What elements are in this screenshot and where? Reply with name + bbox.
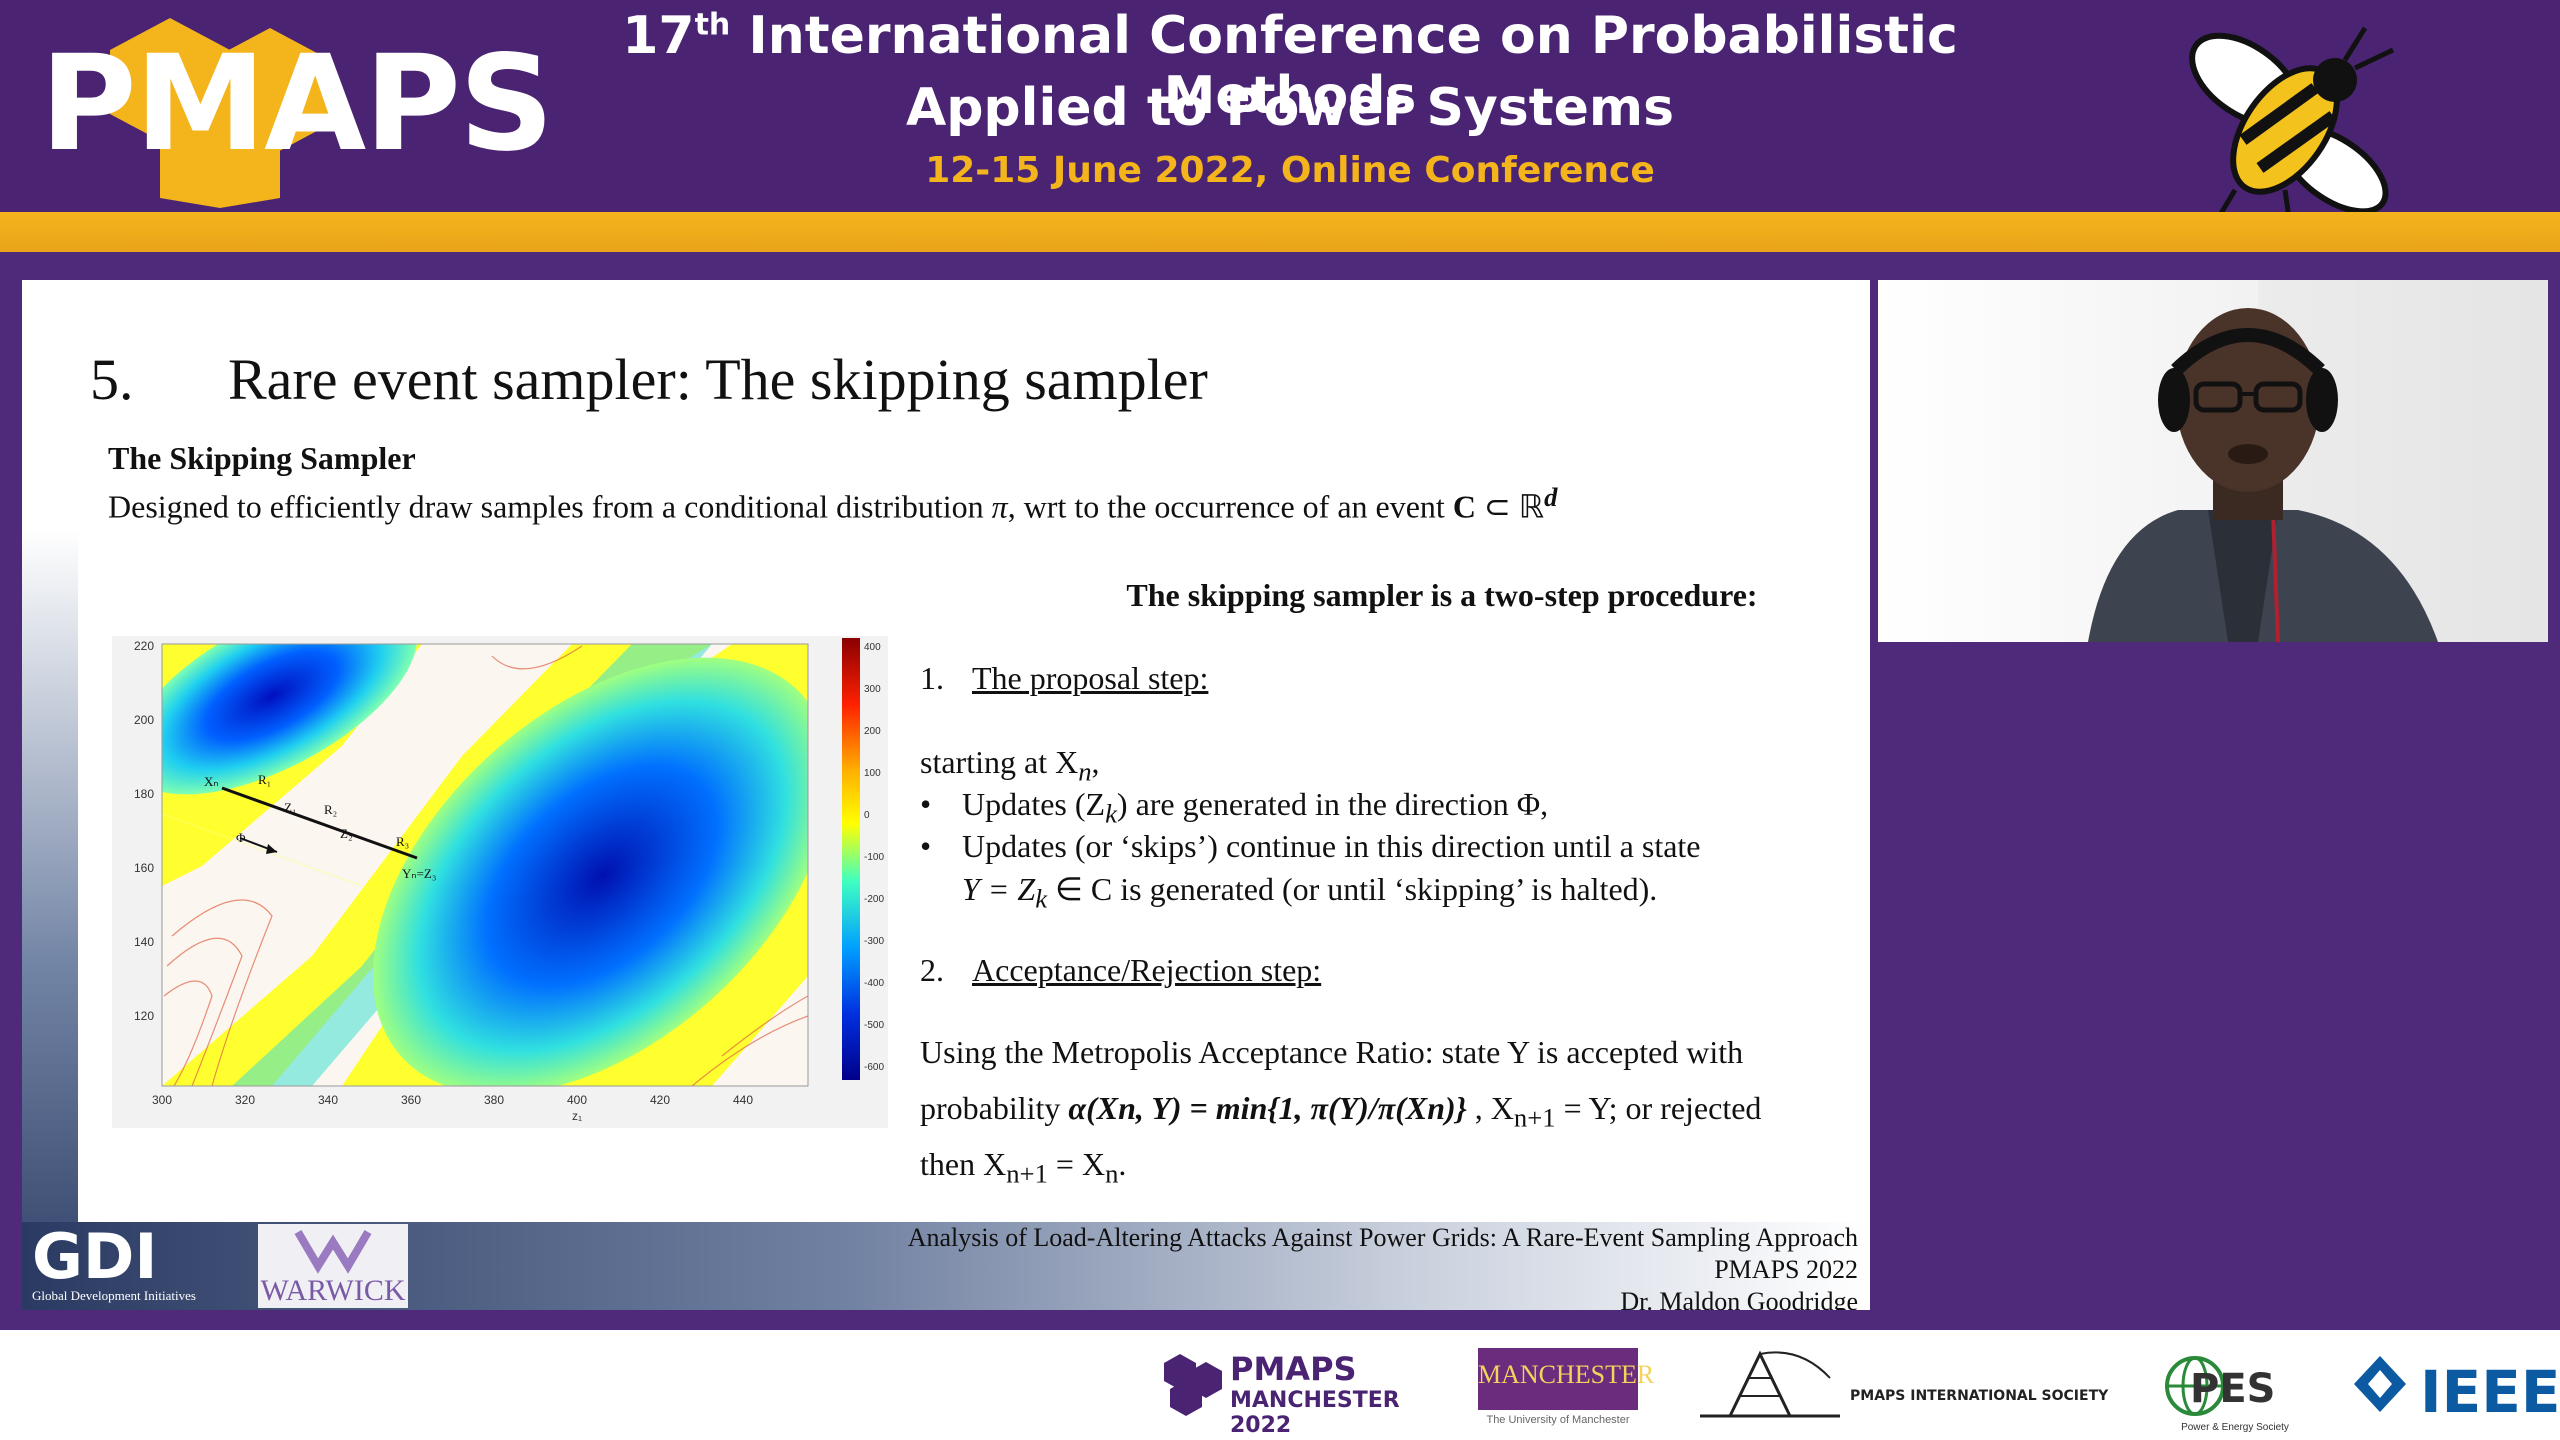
gdi-logo: GDI Global Development Initiatives [32,1226,262,1308]
colorbar-tick: -600 [864,1062,884,1073]
bullet-item-continuation: Y = Zk ∈ C is generated (or until ‘skipp… [962,871,1658,914]
y-tick: 200 [134,713,154,727]
skip-path-annotation: Xₙ R₁ Z₁ R₂ Z₂ R₃ Yₙ=Z₃ Φ [204,772,436,881]
speaker-person-icon [2088,280,2548,642]
warwick-crest-icon [294,1229,372,1274]
x-tick: 320 [235,1093,255,1107]
annotation-z1: Z₁ [284,800,296,815]
manchester-logo-text: MANCHESTER [1478,1360,1655,1389]
x-tick: 340 [318,1093,338,1107]
warwick-logo-text: WARWICK [260,1274,406,1307]
globe-icon [2165,1356,2225,1416]
annotation-r3: R₃ [396,834,409,849]
logo-text: PMAPS [40,27,554,181]
pmaps-society-text: PMAPS INTERNATIONAL SOCIETY [1850,1388,2109,1404]
colorbar-tick: 400 [864,642,881,653]
contour-plot-svg: Xₙ R₁ Z₁ R₂ Z₂ R₃ Yₙ=Z₃ Φ 220 200 180 16… [134,638,884,1123]
x-tick: 300 [152,1093,172,1107]
colorbar-tick: 300 [864,684,881,695]
colorbar-tick: -400 [864,978,884,989]
slide-title: 5. Rare event sampler: The skipping sampl… [90,347,1208,412]
colorbar [842,638,860,1080]
pmaps-manchester-subtitle: MANCHESTER 2022 [1230,1388,1400,1438]
y-tick: 160 [134,861,154,875]
annotation-yn: Yₙ=Z₃ [402,866,436,881]
manchester-logo-subtitle: The University of Manchester [1486,1414,1630,1426]
annotation-r2: R₂ [324,802,337,817]
acceptance-formula-line: probability α(Xn, Y) = min{1, π(Y)/π(Xn)… [920,1090,1762,1133]
acceptance-text-line3: then Xn+1 = Xn. [920,1146,1127,1189]
colorbar-tick: -100 [864,852,884,863]
sponsor-strip: PMAPS MANCHESTER 2022 MANCHESTER The Uni… [0,1330,2560,1440]
contour-plot: Xₙ R₁ Z₁ R₂ Z₂ R₃ Yₙ=Z₃ Φ 220 200 180 16… [112,636,888,1128]
y-tick: 220 [134,639,154,653]
y-tick: 140 [134,935,154,949]
pmaps-manchester-title: PMAPS [1230,1350,1357,1388]
conference-header: PMAPS 17th International Conference on P… [0,0,2560,247]
colorbar-tick: 0 [864,810,870,821]
x-axis-label: z₁ [572,1109,582,1123]
footer-speaker: Dr. Maldon Goodridge [1620,1287,1858,1310]
pmaps-logo: PMAPS [30,8,554,208]
x-tick: 420 [650,1093,670,1107]
annotation-phi: Φ [236,830,246,845]
sub-description: Designed to efficiently draw samples fro… [108,482,1558,525]
pylon-icon [1700,1350,1840,1418]
acceptance-text-line1: Using the Metropolis Acceptance Ratio: s… [920,1034,1744,1070]
header-gold-band [0,212,2560,252]
ieee-diamond-icon [2354,1356,2406,1412]
pes-logo-text: PES [2190,1366,2276,1412]
ieee-pes-logo: PES Power & Energy Society [2160,1348,2310,1433]
pes-logo-subtitle: Power & Energy Society [2181,1422,2289,1433]
start-at-text: starting at Xn, [920,744,1100,787]
hexagon-cluster-icon [1164,1354,1222,1416]
university-of-manchester-logo: MANCHESTER The University of Manchester [1478,1348,1655,1428]
ieee-logo-text: IEEE [2420,1358,2560,1426]
conference-title-line1: 17th International Conference on Probabi… [622,6,1958,126]
pmaps-manchester-logo: PMAPS MANCHESTER 2022 [1160,1348,1420,1438]
colorbar-tick: -300 [864,936,884,947]
bullet-item: • Updates (Zk) are generated in the direc… [920,786,1549,829]
y-tick: 120 [134,1009,154,1023]
annotation-z2: Z₂ [340,826,352,841]
footer-talk-title: Analysis of Load-Altering Attacks Agains… [907,1223,1858,1252]
procedure-heading: The skipping sampler is a two-step proce… [1126,577,1758,613]
colorbar-tick: 200 [864,726,881,737]
bullet-item: • Updates (or ‘skips’) continue in this d… [920,828,1701,864]
presentation-slide: 5. Rare event sampler: The skipping sampl… [22,280,1870,1310]
bee-icon [2189,26,2395,247]
x-tick: 360 [401,1093,421,1107]
x-tick: 400 [567,1093,587,1107]
sub-heading: The Skipping Sampler [108,440,416,476]
x-tick: 380 [484,1093,504,1107]
colorbar-tick: 100 [864,768,881,779]
manchester-badge: MANCHESTER [1478,1348,1655,1410]
annotation-r1: R₁ [258,772,271,787]
colorbar-tick: -500 [864,1020,884,1031]
x-tick: 440 [733,1093,753,1107]
y-tick: 180 [134,787,154,801]
colorbar-tick: -200 [864,894,884,905]
pmaps-society-logo: PMAPS INTERNATIONAL SOCIETY [1700,1348,2108,1428]
warwick-logo: WARWICK [258,1224,408,1308]
conference-dates: 12-15 June 2022, Online Conference [925,150,1655,191]
gdi-logo-subtitle: Global Development Initiatives [32,1288,196,1303]
step2-heading: 2. Acceptance/Rejection step: [920,952,1322,988]
ieee-logo: IEEE [2350,1348,2560,1428]
conference-title-line2: Applied to Power Systems [905,78,1675,138]
acceptance-formula: α(Xn, Y) = min{1, π(Y)/π(Xn)} [1068,1090,1467,1126]
annotation-xn: Xₙ [204,774,219,789]
slide-left-gradient-bar [22,530,78,1310]
slide-footer: Analysis of Load-Altering Attacks Agains… [908,1222,1858,1310]
footer-conference: PMAPS 2022 [1714,1255,1858,1284]
step1-heading: 1. The proposal step: [920,660,1209,696]
hexagon-logo-icon [110,18,330,208]
speaker-webcam [1878,280,2548,642]
gdi-logo-text: GDI [32,1220,158,1293]
